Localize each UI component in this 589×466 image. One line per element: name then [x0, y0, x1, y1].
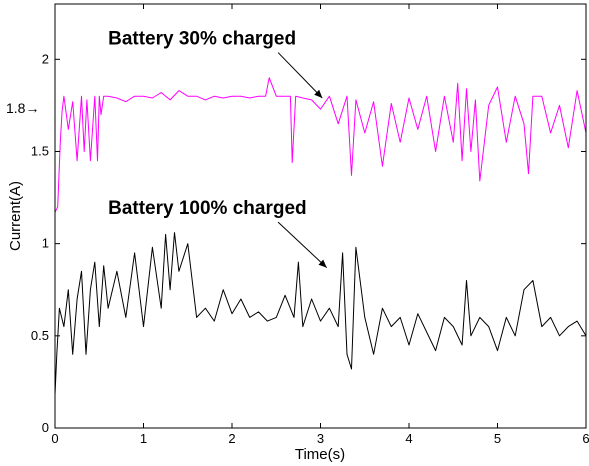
y-tick-label: 0 [42, 420, 49, 435]
x-axis-title: Time(s) [295, 446, 345, 463]
y-tick-label: 0.5 [31, 328, 49, 343]
y-tick-label: 1.5 [31, 143, 49, 158]
y-tick-label: 2 [42, 51, 49, 66]
x-tick-label: 2 [228, 431, 235, 446]
annotation-battery-100: Battery 100% charged [108, 198, 307, 219]
series-layer [54, 77, 587, 395]
x-axis: 0 1 2 3 4 5 6 [51, 4, 589, 446]
reference-mark-label: 1.8→ [6, 100, 39, 116]
x-tick-label: 4 [405, 431, 412, 446]
annotation-arrow [277, 52, 323, 99]
x-tick-label: 0 [51, 431, 58, 446]
x-tick-label: 1 [140, 431, 147, 446]
annotation-arrowhead [318, 259, 327, 268]
x-tick-label: 6 [582, 431, 589, 446]
x-tick-label: 5 [494, 431, 501, 446]
y-axis: 0 0.5 1 1.5 2 [31, 51, 586, 435]
x-tick-label: 3 [317, 431, 324, 446]
annotation-arrowhead [314, 89, 323, 99]
annotations: Battery 30% charged Battery 100% charged [108, 29, 328, 268]
annotation-battery-30: Battery 30% charged [108, 29, 296, 50]
annotation-arrow [277, 221, 328, 268]
series-line-1 [54, 232, 587, 395]
series-line-0 [54, 77, 587, 213]
y-axis-title: Current(A) [7, 181, 24, 251]
plot-background [55, 4, 586, 428]
y-tick-label: 1 [42, 236, 49, 251]
